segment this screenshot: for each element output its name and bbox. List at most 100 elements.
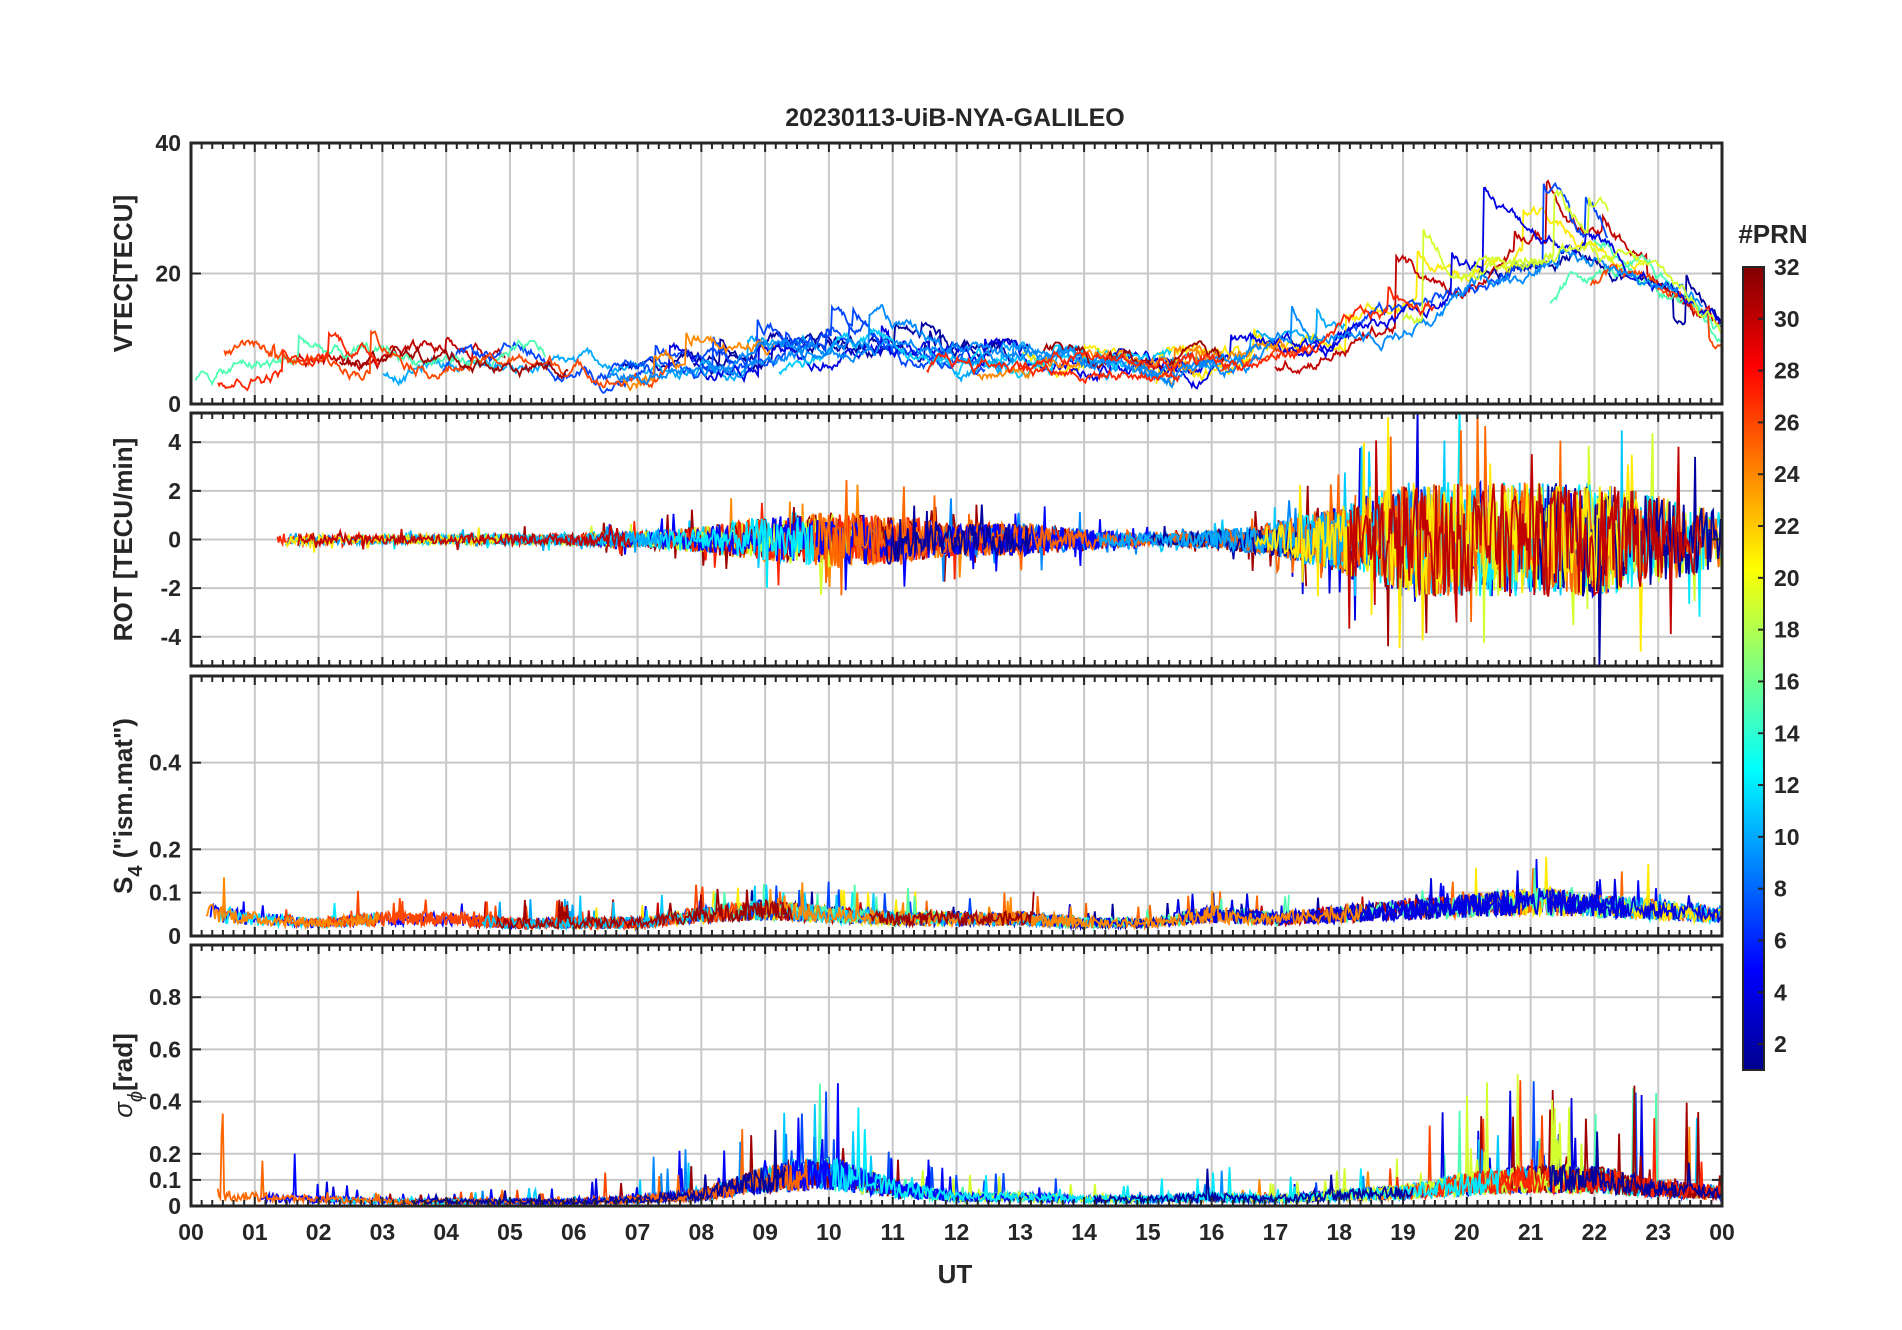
series-line: [883, 504, 1032, 565]
colorbar-tick-label: 8: [1774, 876, 1787, 902]
x-tick-label: 21: [1518, 1219, 1544, 1245]
series-line: [1549, 1131, 1722, 1200]
series-line: [1143, 246, 1704, 381]
series-line: [869, 891, 1035, 929]
series-line: [442, 304, 966, 386]
x-tick-label: 03: [370, 1219, 396, 1245]
series-group: [276, 413, 1722, 666]
colorbar-tick-label: 22: [1774, 513, 1800, 539]
series-line: [620, 332, 776, 392]
y-tick-label: 0.6: [149, 1036, 181, 1062]
panel-vtec: 0 20 40 VTEC[TECU]: [108, 130, 1724, 417]
series-line: [1018, 360, 1181, 385]
series-line: [592, 305, 986, 394]
y-tick-label: 0: [168, 391, 181, 417]
y-axis-label: VTEC[TECU]: [108, 195, 138, 352]
colorbar-tick-label: 30: [1774, 306, 1800, 332]
y-tick-label: 0.4: [149, 1089, 181, 1115]
y-tick-label: 40: [155, 130, 181, 156]
series-line: [338, 345, 569, 380]
y-tick-label: -4: [161, 624, 182, 650]
x-tick-label: 01: [242, 1219, 268, 1245]
x-tick-label: 14: [1071, 1219, 1097, 1245]
colorbar-title: #PRN: [1738, 219, 1807, 249]
figure-title: 20230113-UiB-NYA-GALILEO: [785, 104, 1124, 132]
x-tick-label: 15: [1135, 1219, 1161, 1245]
colorbar-gradient: [1742, 266, 1765, 1071]
series-line: [1549, 881, 1722, 923]
x-tick-label: 22: [1582, 1219, 1608, 1245]
y-tick-label: 0.8: [149, 984, 181, 1010]
y-tick-label: 0.2: [149, 836, 181, 862]
colorbar-tick-label: 14: [1774, 720, 1800, 746]
y-tick-label: 0.1: [149, 880, 181, 906]
colorbar-tick-label: 16: [1774, 668, 1800, 694]
y-tick-label: 0.2: [149, 1141, 181, 1167]
x-tick-label: 18: [1326, 1219, 1352, 1245]
x-axis-label: UT: [938, 1259, 973, 1289]
colorbar-tick-label: 10: [1774, 824, 1800, 850]
series-line: [1402, 228, 1722, 335]
colorbar-tick-label: 20: [1774, 565, 1800, 591]
series-line: [926, 286, 1436, 376]
colorbar-tick-label: 24: [1774, 461, 1800, 487]
series-line: [1254, 417, 1643, 652]
x-tick-label: 23: [1645, 1219, 1671, 1245]
y-tick-label: 2: [168, 478, 181, 504]
x-tick-label: 05: [497, 1219, 523, 1245]
x-tick-label: 12: [944, 1219, 970, 1245]
x-tick-labels: 00 01 02 03 04 05 06 07 08 09 10 11 12 13 14 15 16 17 18 19…: [178, 1219, 1735, 1245]
y-tick-label: 20: [155, 261, 181, 287]
series-line: [1344, 181, 1609, 335]
x-tick-label: 04: [433, 1219, 459, 1245]
series-line: [812, 479, 1357, 596]
y-tick-label: 0.1: [149, 1167, 181, 1193]
series-line: [411, 1129, 787, 1206]
x-tick-label: 06: [561, 1219, 587, 1245]
y-tick-label: 4: [168, 429, 181, 455]
series-line: [297, 524, 632, 551]
x-tick-label: 13: [1007, 1219, 1033, 1245]
colorbar-tick-label: 28: [1774, 358, 1800, 384]
series-line: [1184, 878, 1628, 927]
series-line: [223, 329, 668, 389]
x-tick-label: 11: [881, 1219, 906, 1245]
colorbar-tick-label: 26: [1774, 409, 1800, 435]
series-group: [216, 1074, 1722, 1206]
y-axis-label: σϕ[rad]: [108, 1033, 147, 1118]
series-group: [205, 856, 1722, 932]
x-tick-label: 00: [178, 1219, 204, 1245]
series-line: [205, 877, 381, 931]
series-group: [194, 179, 1722, 394]
colorbar-tick-label: 2: [1774, 1031, 1787, 1057]
x-tick-label: 17: [1263, 1219, 1289, 1245]
colorbar-tick-label: 18: [1774, 617, 1800, 643]
y-tick-label: 0.4: [149, 750, 181, 776]
y-axis-label: S4 ("ism.mat"): [108, 718, 147, 894]
colorbar-tick-label: 6: [1774, 927, 1787, 953]
x-tick-label: 07: [625, 1219, 651, 1245]
series-line: [1347, 440, 1703, 635]
y-tick-label: 0: [168, 923, 181, 949]
panel-sigma_phi: 00.10.2 0.4 0.6 0.8σϕ[rad]: [108, 943, 1724, 1219]
x-tick-label: 20: [1454, 1219, 1480, 1245]
x-tick-label: 09: [752, 1219, 778, 1245]
y-axis-label: ROT [TECU/min]: [108, 438, 138, 642]
series-line: [1274, 179, 1722, 375]
series-line: [971, 891, 1363, 931]
series-line: [495, 888, 794, 930]
x-tick-label: 02: [306, 1219, 332, 1245]
series-line: [976, 344, 1223, 386]
series-line: [217, 330, 380, 392]
series-line: [606, 336, 1173, 386]
colorbar-tick-label: 4: [1774, 979, 1787, 1005]
x-tick-label: 10: [816, 1219, 842, 1245]
y-tick-label: 0: [168, 527, 181, 553]
x-tick-label: 08: [689, 1219, 715, 1245]
colorbar-tick-label: 12: [1774, 772, 1800, 798]
x-tick-label: 00: [1709, 1219, 1735, 1245]
